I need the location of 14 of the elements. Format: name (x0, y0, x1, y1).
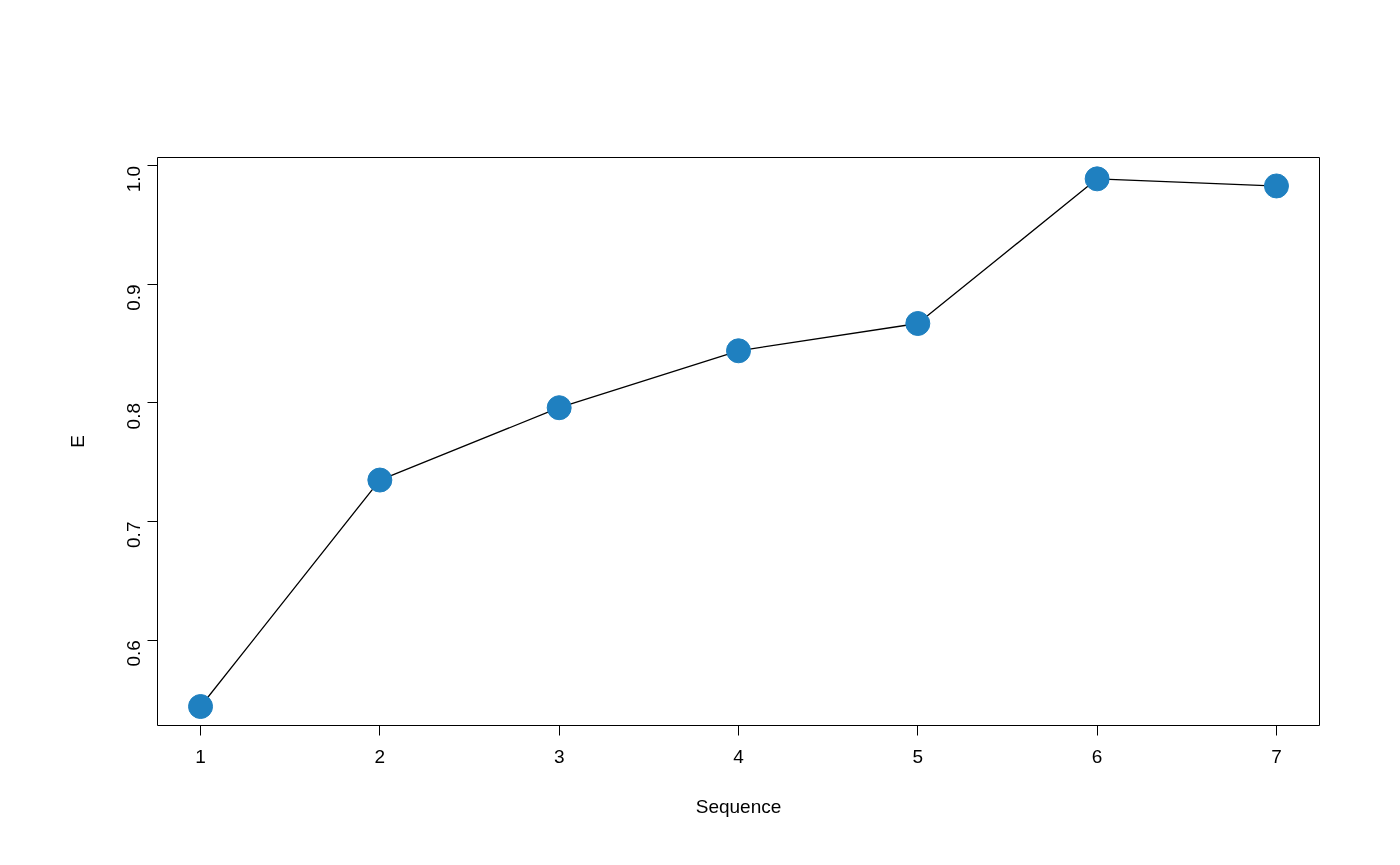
x-axis-title: Sequence (695, 795, 782, 817)
y-axis-title: E (66, 435, 88, 448)
y-tick-label: 1.0 (123, 165, 144, 193)
y-tick-label: 0.8 (123, 402, 144, 430)
x-tick-label: 6 (1091, 745, 1103, 767)
x-tick-label: 2 (374, 745, 386, 767)
x-tick-label: 1 (195, 745, 206, 767)
x-tick-label: 4 (733, 745, 745, 767)
x-tick-label: 5 (912, 745, 924, 767)
y-tick-label: 0.7 (123, 521, 144, 548)
y-tick-label: 0.9 (123, 284, 144, 311)
x-tick-label: 7 (1271, 745, 1282, 767)
x-tick-label: 3 (553, 745, 565, 767)
y-tick-label: 0.6 (123, 640, 144, 667)
